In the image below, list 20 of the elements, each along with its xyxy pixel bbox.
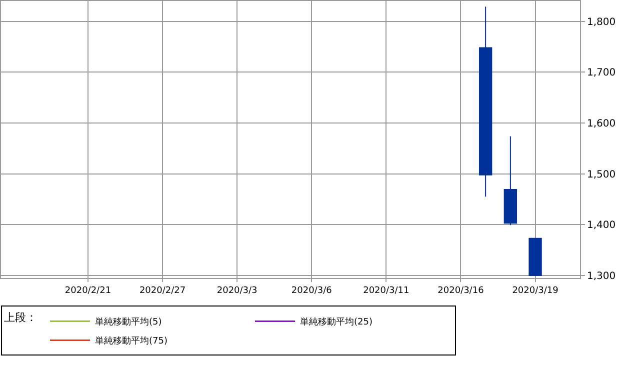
y-tick-label: 1,800 bbox=[587, 16, 616, 28]
x-tick-label: 2020/2/21 bbox=[64, 286, 112, 296]
candlestick bbox=[528, 238, 542, 276]
y-tick-label: 1,600 bbox=[587, 118, 616, 130]
candlestick bbox=[478, 6, 492, 198]
legend-label: 単純移動平均(25) bbox=[300, 316, 372, 328]
legend-label: 単純移動平均(75) bbox=[95, 336, 168, 347]
x-tick-label: 2020/3/19 bbox=[512, 286, 559, 296]
y-tick-label: 1,300 bbox=[587, 270, 616, 282]
x-tick-label: 2020/3/6 bbox=[291, 286, 332, 296]
legend-title: 上段： bbox=[4, 311, 37, 324]
x-tick-label: 2020/3/3 bbox=[216, 286, 258, 296]
x-tick-label: 2020/2/27 bbox=[139, 286, 186, 296]
candlestick bbox=[504, 136, 518, 226]
legend-label: 単純移動平均(5) bbox=[95, 316, 162, 328]
y-tick-label: 1,400 bbox=[587, 220, 616, 232]
x-tick-label: 2020/3/11 bbox=[363, 286, 410, 296]
y-tick-label: 1,500 bbox=[587, 169, 616, 180]
x-tick-label: 2020/3/16 bbox=[438, 286, 484, 296]
y-tick-label: 1,700 bbox=[587, 68, 616, 79]
